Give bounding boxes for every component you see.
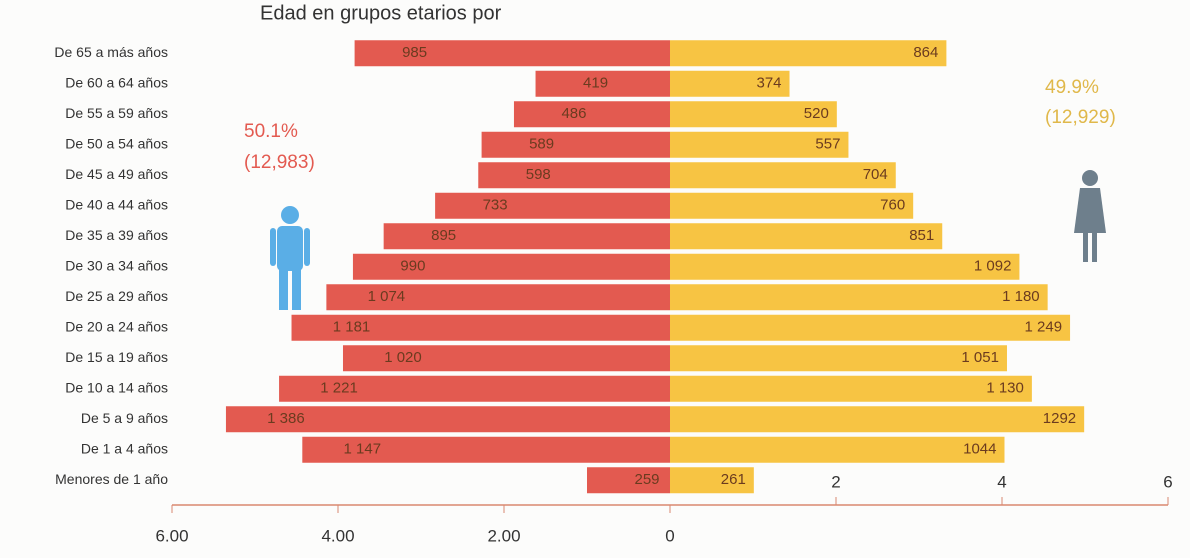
x-tick-label: 4 — [997, 472, 1006, 491]
bar — [225, 406, 670, 433]
bar — [535, 70, 670, 97]
bar — [670, 70, 790, 97]
x-tick-label: 6 — [1163, 472, 1172, 491]
category-label: Menores de 1 año — [55, 471, 168, 487]
data-label: 1 020 — [384, 349, 422, 366]
data-label: 1 181 — [333, 319, 371, 336]
category-label: De 30 a 34 años — [65, 257, 168, 273]
data-label: 1 092 — [974, 258, 1012, 275]
data-label: 1 147 — [344, 441, 382, 458]
bar — [279, 375, 670, 402]
data-label: 486 — [561, 105, 586, 122]
bar — [435, 192, 670, 219]
data-label: 1 051 — [961, 349, 999, 366]
bar — [670, 101, 837, 128]
data-label: 895 — [431, 227, 456, 244]
data-label: 990 — [400, 258, 425, 275]
category-label: De 45 a 49 años — [65, 166, 168, 182]
bar — [670, 345, 1007, 372]
data-label: 598 — [526, 166, 551, 183]
bar — [670, 253, 1020, 280]
data-label: 259 — [634, 471, 659, 488]
data-label: 1044 — [963, 441, 996, 458]
category-label: De 20 a 24 años — [65, 318, 168, 334]
category-label: De 5 a 9 años — [81, 410, 168, 426]
category-label: De 65 a más años — [54, 44, 168, 60]
data-label: 1 180 — [1002, 288, 1040, 305]
data-label: 1 249 — [1025, 319, 1063, 336]
data-label: 1 074 — [368, 288, 406, 305]
category-label: De 35 a 39 años — [65, 227, 168, 243]
category-label: De 15 a 19 años — [65, 349, 168, 365]
data-label: 733 — [483, 197, 508, 214]
bar — [291, 314, 670, 341]
data-label: 520 — [804, 105, 829, 122]
category-label: De 55 a 59 años — [65, 105, 168, 121]
bar — [478, 162, 670, 189]
bar — [670, 40, 947, 67]
bar — [670, 375, 1032, 402]
chart-title: Edad en grupos etarios por — [260, 2, 502, 24]
bar — [670, 131, 849, 158]
bar — [670, 284, 1048, 311]
bar — [302, 436, 670, 463]
annotation: 50.1% — [244, 121, 298, 142]
data-label: 985 — [402, 44, 427, 61]
category-label: De 50 a 54 años — [65, 135, 168, 151]
data-label: 419 — [583, 75, 608, 92]
bar — [670, 406, 1085, 433]
bar — [342, 345, 670, 372]
data-label: 1 130 — [986, 380, 1024, 397]
data-label: 557 — [815, 136, 840, 153]
data-label: 864 — [913, 44, 938, 61]
bar — [670, 314, 1071, 341]
annotation: 49.9% — [1045, 77, 1099, 98]
bar — [481, 131, 670, 158]
category-label: De 25 a 29 años — [65, 288, 168, 304]
bar — [383, 223, 670, 250]
male-icon — [270, 206, 310, 310]
bar — [670, 192, 914, 219]
data-label: 760 — [880, 197, 905, 214]
x-tick-label: 4.00 — [321, 526, 354, 545]
category-label: De 10 a 14 años — [65, 379, 168, 395]
bar — [587, 467, 670, 494]
data-label: 1 221 — [320, 380, 358, 397]
annotation: (12,929) — [1045, 107, 1116, 128]
data-label: 261 — [721, 471, 746, 488]
data-label: 374 — [756, 75, 781, 92]
bar — [670, 223, 943, 250]
bar — [670, 467, 754, 494]
bar — [670, 162, 896, 189]
bar — [670, 436, 1005, 463]
data-label: 589 — [529, 136, 554, 153]
category-label: De 40 a 44 años — [65, 196, 168, 212]
bar — [352, 253, 670, 280]
category-label: De 60 a 64 años — [65, 74, 168, 90]
x-tick-label: 6.00 — [155, 526, 188, 545]
data-label: 1292 — [1043, 410, 1076, 427]
data-label: 704 — [863, 166, 888, 183]
x-tick-label: 0 — [665, 526, 674, 545]
data-label: 1 386 — [267, 410, 305, 427]
female-icon — [1074, 170, 1106, 262]
bar — [354, 40, 670, 67]
x-tick-label: 2.00 — [487, 526, 520, 545]
bar — [326, 284, 670, 311]
x-tick-label: 2 — [831, 472, 840, 491]
category-label: De 1 a 4 años — [81, 440, 168, 456]
data-label: 851 — [909, 227, 934, 244]
bar — [513, 101, 670, 128]
annotation: (12,983) — [244, 152, 315, 173]
